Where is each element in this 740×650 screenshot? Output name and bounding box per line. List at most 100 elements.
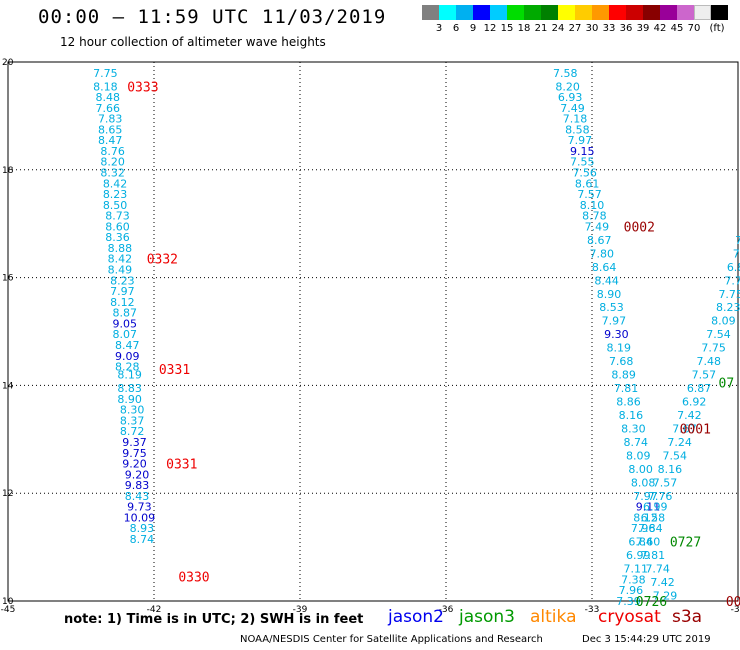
color-scale-label: 36 <box>619 23 633 34</box>
wave-height-value: 7.57 <box>692 369 717 382</box>
wave-height-value: 8.89 <box>611 369 636 382</box>
color-swatch <box>439 5 456 20</box>
wave-height-value: 7.75 <box>93 67 118 80</box>
color-swatch <box>660 5 677 20</box>
color-swatch <box>541 5 558 20</box>
wave-height-value: 8.19 <box>117 369 142 382</box>
wave-height-value: 6.8 <box>727 261 740 274</box>
wave-height-value: 7.97 <box>568 134 593 147</box>
wave-height-value: 8.42 <box>103 177 128 190</box>
page-title: 00:00 – 11:59 UTC 11/03/2019 <box>38 6 387 28</box>
x-tick-label: -42 <box>147 605 162 615</box>
time-label: 07 <box>719 377 735 392</box>
color-swatch <box>490 5 507 20</box>
x-tick-label: -39 <box>293 605 308 615</box>
color-swatch <box>422 5 439 20</box>
units-note: note: 1) Time is in UTC; 2) SWH is in fe… <box>64 612 364 627</box>
wave-height-value: 7.68 <box>609 355 634 368</box>
wave-height-value: 8.20 <box>555 80 580 93</box>
wave-height-value: 8.58 <box>565 123 590 136</box>
wave-height-value: 8.64 <box>592 261 617 274</box>
time-label: 0331 <box>159 363 190 378</box>
time-label: 0727 <box>670 536 701 551</box>
wave-height-value: 7.54 <box>662 449 687 462</box>
wave-height-value: 7.81 <box>614 382 639 395</box>
x-tick-label: -36 <box>439 605 454 615</box>
wave-height-value: 6.87 <box>687 382 712 395</box>
legend-altika: altika <box>530 607 577 627</box>
color-scale-label: 18 <box>517 23 531 34</box>
wave-height-value: 7.38 <box>621 573 646 586</box>
wave-height-value: 8.16 <box>619 409 644 422</box>
wave-height-value: 8.90 <box>597 288 622 301</box>
wave-height-value: 7.80 <box>589 247 614 260</box>
wave-height-value: 7.54 <box>706 328 731 341</box>
wave-height-value: 8.16 <box>658 463 683 476</box>
wave-height-value: 8.28 <box>115 361 140 374</box>
color-scale-label: 15 <box>500 23 514 34</box>
wave-height-value: 9.83 <box>125 479 150 492</box>
wave-height-value: 7.96 <box>619 584 644 597</box>
credit-text: NOAA/NESDIS Center for Satellite Applica… <box>240 634 543 645</box>
wave-height-value: 7.57 <box>577 188 602 201</box>
wave-height-value: 7.58 <box>553 67 578 80</box>
y-tick-label: 16 <box>2 274 14 284</box>
color-swatch <box>694 5 711 20</box>
color-scale-label: 39 <box>636 23 650 34</box>
wave-height-value: 7.39 <box>616 595 641 608</box>
wave-height-value: 8.19 <box>607 342 632 355</box>
wave-height-value: 7.57 <box>653 476 678 489</box>
wave-height-value: 8.32 <box>100 166 125 179</box>
wave-height-value: 8.53 <box>599 301 624 314</box>
wave-height-value: 7.49 <box>560 102 585 115</box>
wave-height-value: 6.58 <box>641 511 666 524</box>
wave-height-value: 7.76 <box>648 490 673 503</box>
wave-height-value: 6.84 <box>628 536 653 549</box>
wave-height-value: 8.83 <box>117 382 142 395</box>
wave-height-value: 9.09 <box>115 350 140 363</box>
y-tick-label: 10 <box>2 597 14 607</box>
wave-height-value: 10.09 <box>124 511 156 524</box>
wave-height-value: 8.42 <box>108 253 133 266</box>
data-layer: 7.758.188.487.667.838.658.478.768.208.32… <box>93 67 740 610</box>
plot-frame <box>7 61 739 602</box>
wave-height-value: 8.65 <box>98 123 123 136</box>
wave-height-value: 8.76 <box>100 145 125 158</box>
wave-height-value: 8.09 <box>711 315 736 328</box>
color-scale-label: 3 <box>435 23 443 34</box>
map-subtitle: 12 hour collection of altimeter wave hei… <box>60 35 326 49</box>
wave-height-value: 7.48 <box>697 355 722 368</box>
wave-height-value: 8.61 <box>575 177 600 190</box>
color-swatch <box>456 5 473 20</box>
wave-height-value: 8.09 <box>626 449 651 462</box>
wave-height-value: 7.97 <box>633 490 658 503</box>
time-label: 0332 <box>147 253 178 268</box>
wave-height-value: 8.30 <box>621 423 646 436</box>
wave-height-value: 8.72 <box>120 425 145 438</box>
wave-height-value: 8.43 <box>125 490 150 503</box>
wave-height-value: 9.30 <box>604 328 629 341</box>
legend-jason3: jason3 <box>459 607 515 627</box>
wave-height-value: 7.75 <box>718 288 740 301</box>
wave-height-value: 7.42 <box>677 409 702 422</box>
wave-height-value: 8.37 <box>120 414 145 427</box>
color-swatch <box>575 5 592 20</box>
y-tick-label: 20 <box>2 58 14 68</box>
wave-height-value: 8.18 <box>93 80 118 93</box>
x-tick-label: -45 <box>1 605 16 615</box>
time-label: 0333 <box>127 80 158 95</box>
wave-height-value: 7.29 <box>653 590 678 603</box>
time-label: 0330 <box>178 571 209 586</box>
legend-cryosat: cryosat <box>598 607 661 627</box>
x-tick-label: -33 <box>585 605 600 615</box>
wave-height-value: 8.47 <box>98 134 123 147</box>
wave-height-value: 8.23 <box>103 188 128 201</box>
color-scale-label: 6 <box>452 23 460 34</box>
wave-height-value: 7.84 <box>638 522 663 535</box>
wave-height-value: 8.74 <box>130 533 155 546</box>
wave-height-value: 7.97 <box>602 315 627 328</box>
wave-height-value: 9.37 <box>122 436 147 449</box>
color-scale-label: 30 <box>585 23 599 34</box>
